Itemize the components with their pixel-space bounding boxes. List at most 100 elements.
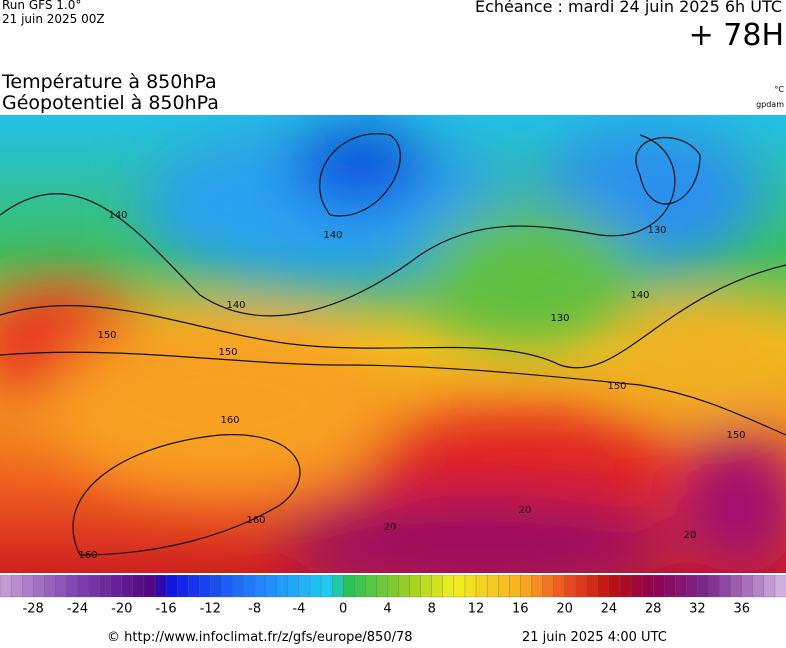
scale-tick-label: 36 <box>733 602 750 617</box>
scale-cell <box>143 575 156 598</box>
footer-url: © http://www.infoclimat.fr/z/gfs/europe/… <box>107 630 413 645</box>
scale-tick-label: 8 <box>428 602 436 617</box>
scale-cell <box>298 575 311 598</box>
scale-cell <box>232 575 245 598</box>
scale-tick-label: 0 <box>339 602 347 617</box>
scale-cell <box>719 575 732 598</box>
scale-cell <box>531 575 544 598</box>
scale-cell <box>509 575 521 598</box>
scale-cell <box>221 575 234 598</box>
scale-cell <box>199 575 211 598</box>
scale-cell <box>66 575 79 598</box>
scale-cell <box>653 575 665 598</box>
scale-cell <box>675 575 688 598</box>
scale-cell <box>365 575 378 598</box>
scale-cell <box>243 575 256 598</box>
scale-tick-label: -16 <box>155 602 176 617</box>
scale-tick-label: 4 <box>383 602 391 617</box>
contour-label: 20 <box>684 530 697 541</box>
contour-label: 140 <box>226 300 245 311</box>
scale-cell <box>0 575 12 598</box>
scale-cell <box>608 575 621 598</box>
scale-cell <box>21 575 34 598</box>
footer-timestamp: 21 juin 2025 4:00 UTC <box>522 630 667 645</box>
run-date: 21 juin 2025 00Z <box>2 12 105 26</box>
unit-temp: °C <box>774 85 784 94</box>
contour-label: 160 <box>220 415 239 426</box>
unit-geo: gpdam <box>756 100 784 109</box>
scale-cell <box>99 575 112 598</box>
scale-tick-label: -28 <box>23 602 44 617</box>
scale-cell <box>486 575 499 598</box>
scale-cell <box>154 575 167 598</box>
scale-cell <box>498 575 510 598</box>
contour-label: 130 <box>550 313 569 324</box>
scale-tick-label: 24 <box>601 602 618 617</box>
scale-cell <box>697 575 710 598</box>
scale-cell <box>88 575 101 598</box>
scale-tick-label: -24 <box>67 602 88 617</box>
scale-cell <box>630 575 643 598</box>
scale-cell <box>276 575 289 598</box>
scale-cell <box>619 575 632 598</box>
contour-label: 140 <box>630 290 649 301</box>
scale-cell <box>553 575 566 598</box>
scale-cell <box>77 575 90 598</box>
scale-cell <box>520 575 533 598</box>
scale-cell <box>641 575 654 598</box>
scale-cell <box>420 575 433 598</box>
run-label: Run GFS 1.0° <box>2 0 82 12</box>
scale-cell <box>774 575 786 598</box>
scale-tick-label: 12 <box>468 602 485 617</box>
title-geo: Géopotentiel à 850hPa <box>2 92 219 114</box>
scale-cell <box>176 575 189 598</box>
scale-cell <box>597 575 610 598</box>
scale-cell <box>265 575 278 598</box>
scale-tick-label: 28 <box>645 602 662 617</box>
echeance: Echéance : mardi 24 juin 2025 6h UTC <box>474 0 782 16</box>
contour-label: 140 <box>323 230 342 241</box>
scale-cell <box>55 575 68 598</box>
contour-label: 20 <box>519 505 532 516</box>
contour-label: 150 <box>726 430 745 441</box>
scale-cell <box>287 575 300 598</box>
contour-label: 150 <box>97 330 116 341</box>
scale-cell <box>708 575 721 598</box>
scale-cell <box>564 575 577 598</box>
scale-tick-label: 32 <box>689 602 706 617</box>
scale-cell <box>464 575 477 598</box>
scale-cell <box>431 575 444 598</box>
contour-label: 20 <box>384 522 397 533</box>
geopotential-contours <box>0 133 786 556</box>
scale-cell <box>331 575 344 598</box>
color-scale: -28 -24 -20 -16 -12 -8 -4 0 4 8 12 16 20 24 28 32 36 <box>0 575 786 617</box>
contour-label: 150 <box>218 347 237 358</box>
scale-tick-label: 16 <box>512 602 529 617</box>
scale-cell <box>542 575 555 598</box>
scale-cell <box>343 575 355 598</box>
scale-cell <box>10 575 23 598</box>
contour-label: 150 <box>607 381 626 392</box>
scale-cell <box>730 575 743 598</box>
scale-cell <box>165 575 178 598</box>
contour-label: 160 <box>78 550 97 561</box>
scale-cell <box>387 575 400 598</box>
scale-cell <box>210 575 223 598</box>
contour-label: 130 <box>647 225 666 236</box>
scale-cell <box>320 575 333 598</box>
scale-tick-label: -8 <box>248 602 261 617</box>
scale-cell <box>188 575 200 598</box>
scale-tick-label: -4 <box>292 602 305 617</box>
temperature-field <box>0 125 786 573</box>
scale-tick-label: -20 <box>111 602 132 617</box>
scale-cell <box>376 575 389 598</box>
scale-cell <box>442 575 455 598</box>
scale-tick-label: -12 <box>200 602 221 617</box>
scale-cell <box>33 575 45 598</box>
scale-tick-label: 20 <box>556 602 573 617</box>
scale-cell <box>132 575 145 598</box>
scale-cell <box>409 575 422 598</box>
lead-time: + 78H <box>688 18 784 53</box>
scale-cell <box>763 575 776 598</box>
